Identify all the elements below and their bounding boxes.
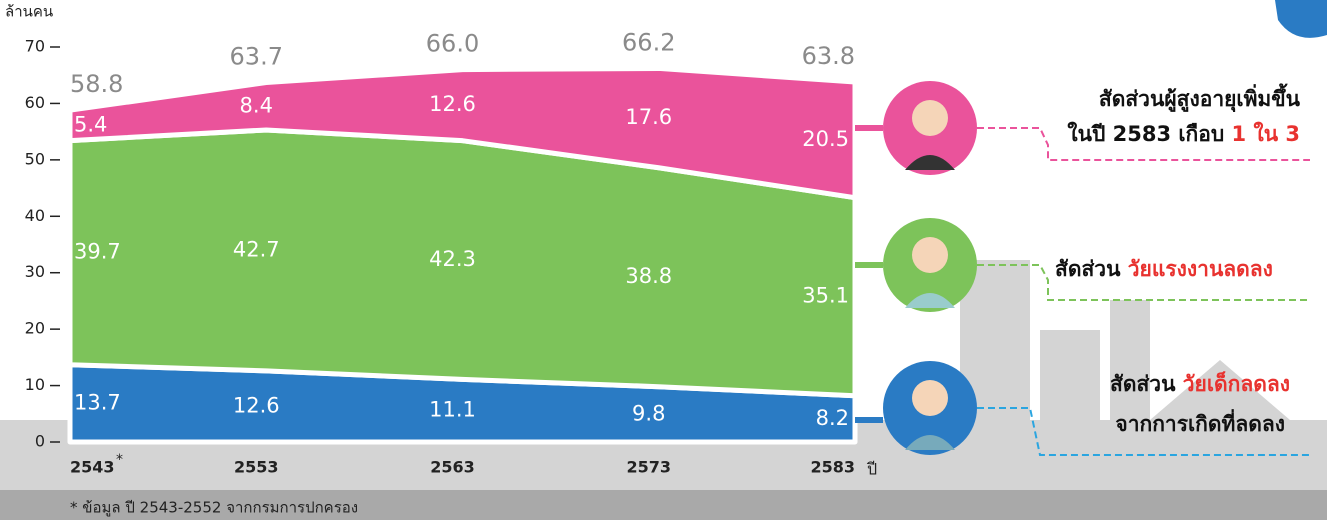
- corner-shape: [1275, 0, 1327, 38]
- value-label: 20.5: [802, 127, 849, 151]
- y-tick-label: 50: [25, 149, 45, 168]
- value-label: 8.2: [816, 406, 849, 430]
- value-label: 35.1: [802, 284, 849, 308]
- total-label: 63.8: [802, 42, 855, 70]
- value-label: 13.7: [74, 390, 121, 414]
- value-label: 11.1: [429, 398, 476, 422]
- annotation-children: สัดส่วน วัยเด็กลดลง จากการเกิดที่ลดลง: [855, 361, 1310, 456]
- value-label: 17.6: [625, 105, 672, 129]
- y-tick-label: 0: [35, 432, 45, 451]
- total-label: 58.8: [70, 70, 123, 98]
- annotation-text: สัดส่วน วัยแรงงานลดลง: [1055, 257, 1273, 281]
- total-label: 63.7: [230, 43, 283, 71]
- annotation-elderly: สัดส่วนผู้สูงอายุเพิ่มขึ้น ในปี 2583 เกื…: [855, 81, 1310, 175]
- area: [67, 65, 858, 201]
- value-label: 9.8: [632, 401, 665, 425]
- annotation-text: สัดส่วนผู้สูงอายุเพิ่มขึ้น: [1099, 83, 1301, 113]
- annotation-text: สัดส่วน วัยเด็กลดลง: [1110, 370, 1290, 396]
- ground-band: [0, 490, 1327, 520]
- footnote: * ข้อมูล ปี 2543-2552 จากกรมการปกครอง: [70, 499, 358, 517]
- areas: [67, 65, 858, 445]
- value-label: 5.4: [74, 112, 107, 136]
- x-tick-label: 2553: [234, 458, 279, 477]
- y-tick-label: 20: [25, 319, 45, 338]
- value-label: 42.7: [233, 237, 280, 261]
- y-tick-label: 60: [25, 93, 45, 112]
- value-label: 38.8: [625, 264, 672, 288]
- x-tick-label: 2563: [430, 458, 475, 477]
- value-label: 12.6: [233, 393, 280, 417]
- y-tick-label: 70: [25, 37, 45, 56]
- y-tick-label: 40: [25, 206, 45, 225]
- total-label: 66.2: [622, 28, 675, 56]
- category-mark: *: [116, 452, 123, 468]
- x-axis-label: ปี: [867, 460, 878, 479]
- annotation-text: ในปี 2583 เกือบ 1 ใน 3: [1067, 121, 1300, 146]
- y-tick-label: 10: [25, 375, 45, 394]
- x-tick-label: 2583: [810, 458, 855, 477]
- x-tick-label: 2543: [70, 458, 115, 477]
- x-tick-label: 2573: [626, 458, 671, 477]
- annotation-text: จากการเกิดที่ลดลง: [1115, 408, 1285, 436]
- value-label: 39.7: [74, 240, 121, 264]
- value-label: 8.4: [240, 93, 273, 117]
- value-label: 42.3: [429, 247, 476, 271]
- total-label: 66.0: [426, 30, 479, 58]
- y-axis-label: ล้านคน: [5, 3, 53, 21]
- value-label: 12.6: [429, 92, 476, 116]
- annotation-working: สัดส่วน วัยแรงงานลดลง: [855, 218, 1310, 312]
- y-tick-label: 30: [25, 262, 45, 281]
